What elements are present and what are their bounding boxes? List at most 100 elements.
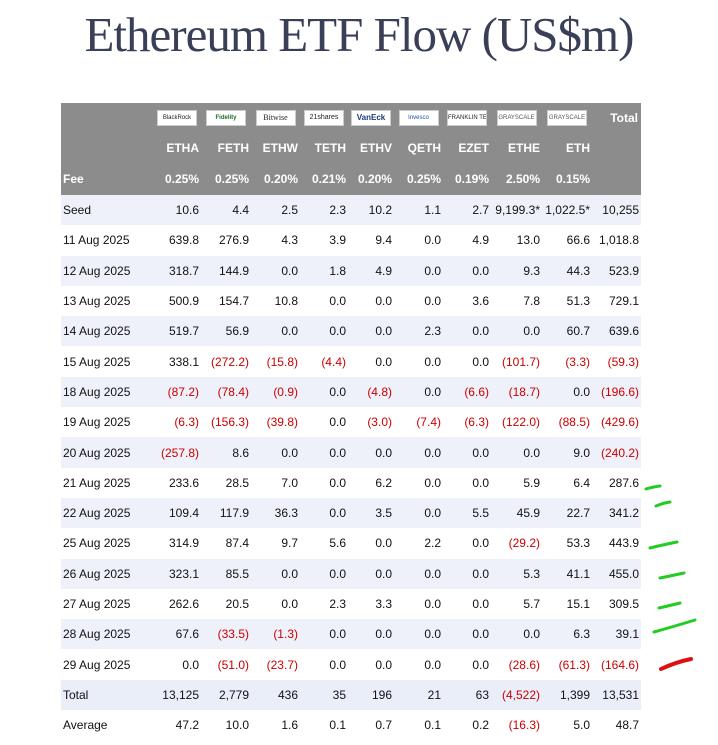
flow-cell: (15.8) — [266, 354, 298, 369]
table-row: Seed 10.6 4.4 2.5 2.3 10.2 1.1 2.7 9,199.3* 1,022… — [61, 195, 641, 226]
header-total: Total — [592, 103, 641, 133]
flow-cell: 0.0 — [251, 558, 300, 589]
flow-cell: 0.1 — [329, 718, 346, 733]
issuer-logo-row: BlackRock Fidelity Bitwise 21shares VanEck In… — [61, 103, 641, 133]
flow-cell: 0.0 — [375, 354, 392, 369]
flow-cell: 10.8 — [274, 294, 298, 309]
flow-cell: 4.4 — [201, 195, 251, 226]
flow-cell: 519.7 — [153, 316, 201, 347]
fee-cell: 0.20% — [348, 163, 394, 195]
flow-cell: 5.0 — [573, 718, 590, 733]
flow-cell: 0.0 — [424, 233, 441, 248]
flow-cell: 35 — [300, 679, 348, 711]
flow-cell: 1,399 — [542, 679, 592, 711]
flow-cell: 0.2 — [472, 718, 489, 733]
flow-cell: 0.0 — [472, 536, 489, 551]
table-row: 21 Aug 2025 233.6 28.5 7.0 0.0 6.2 0.0 0.0 5.9 6.… — [61, 468, 641, 498]
flow-cell: 22.7 — [542, 497, 592, 529]
flow-cell: 10,255 — [592, 195, 641, 226]
flow-cell: (1.3) — [251, 619, 300, 650]
flow-cell: 6.4 — [573, 475, 590, 490]
fee-cell: 0.19% — [443, 163, 491, 195]
green-check-mark — [658, 571, 686, 580]
bitwise-logo: Bitwise — [255, 110, 296, 126]
flow-cell: 0.0 — [348, 437, 394, 468]
flow-cell: 9,199.3* — [491, 195, 542, 226]
flow-cell: (4.8) — [348, 376, 394, 408]
flow-cell: 0.0 — [472, 657, 489, 672]
flow-cell: 0.0 — [443, 619, 491, 650]
table-row: 27 Aug 2025 262.6 20.5 0.0 2.3 3.3 0.0 0.0 5.7 15… — [61, 589, 641, 619]
flow-cell: 341.2 — [592, 497, 641, 529]
flow-cell: 500.9 — [168, 294, 199, 309]
row-label: 21 Aug 2025 — [63, 475, 131, 490]
table-row: 25 Aug 2025 314.9 87.4 9.7 5.6 0.0 2.2 0.0 (29.2… — [61, 528, 641, 558]
table-row: 13 Aug 2025 500.9 154.7 10.8 0.0 0.0 0.0 3.6 7.8… — [61, 286, 641, 316]
row-label: Average — [63, 718, 108, 733]
flow-cell: 3.3 — [375, 597, 392, 611]
row-label: 29 Aug 2025 — [63, 657, 131, 672]
flow-cell: 0.0 — [300, 376, 348, 408]
flow-cell: 10.6 — [153, 195, 201, 226]
flow-cell: 0.0 — [394, 376, 443, 408]
fee-cell: 0.25% — [394, 163, 443, 195]
flow-cell: 1,018.8 — [598, 233, 639, 248]
flow-cell: 117.9 — [201, 497, 251, 529]
flow-cell: (3.3) — [565, 354, 590, 369]
flow-cell: 0.0 — [300, 619, 348, 650]
flow-cell: (429.6) — [600, 415, 639, 430]
flow-cell: 109.4 — [153, 497, 201, 529]
flow-cell: 455.0 — [592, 558, 641, 589]
flow-cell: 7.8 — [523, 294, 540, 309]
flow-cell: (164.6) — [600, 657, 639, 672]
flow-cell: 1.1 — [394, 195, 443, 226]
blackrock-logo: BlackRock — [157, 110, 197, 126]
grayscale-logo: GRAYSCALE — [496, 110, 537, 126]
flow-cell: 0.0 — [424, 597, 441, 611]
flow-cell: 287.6 — [608, 475, 639, 490]
flow-cell: 0.0 — [491, 619, 542, 650]
ticker-row: ETHA FETH ETHW TETH ETHV QETH EZET ETHE ETH — [61, 133, 641, 163]
row-label: 26 Aug 2025 — [61, 558, 153, 589]
flow-cell: 48.7 — [615, 718, 639, 733]
flow-cell: 0.0 — [182, 657, 199, 672]
ticker-cell: ETHE — [491, 133, 542, 163]
flow-cell: 338.1 — [168, 354, 199, 369]
flow-cell: 60.7 — [542, 316, 592, 347]
green-check-mark — [654, 500, 672, 508]
flow-cell: 0.0 — [443, 558, 491, 589]
flow-cell: 144.9 — [201, 255, 251, 286]
franklin-logo: FRANKLIN TEMPLETON — [447, 110, 487, 126]
flow-cell: 0.0 — [329, 415, 346, 430]
flow-cell: 323.1 — [153, 558, 201, 589]
flow-cell: 39.1 — [592, 619, 641, 650]
flow-cell: 67.6 — [153, 619, 201, 650]
flow-cell: 0.0 — [300, 497, 348, 529]
flow-cell: 0.0 — [300, 437, 348, 468]
flow-cell: 523.9 — [592, 255, 641, 286]
flow-cell: (59.3) — [607, 354, 639, 369]
flow-cell: (6.3) — [464, 415, 489, 430]
flow-cell: 15.1 — [566, 597, 590, 611]
flow-cell: 3.6 — [472, 294, 489, 309]
row-label: 19 Aug 2025 — [63, 415, 131, 430]
page-title: Ethereum ETF Flow (US$m) — [84, 7, 635, 62]
flow-cell: 0.0 — [491, 437, 542, 468]
flow-cell: 233.6 — [168, 475, 199, 490]
flow-cell: 10.2 — [348, 195, 394, 226]
flow-cell: 0.0 — [443, 316, 491, 347]
table-row: 15 Aug 2025 338.1 (272.2) (15.8) (4.4) 0.0 0.0… — [61, 346, 641, 376]
flow-cell: 5.5 — [443, 497, 491, 529]
flow-cell: 309.5 — [608, 597, 639, 611]
flow-cell: 20.5 — [225, 597, 249, 611]
green-check-mark — [644, 484, 662, 491]
flow-cell: 51.3 — [566, 294, 590, 309]
table-row: 28 Aug 2025 67.6 (33.5) (1.3) 0.0 0.0 0.0 0.0 0.… — [61, 619, 641, 650]
flow-cell: 436 — [251, 679, 300, 711]
flow-cell: 0.0 — [251, 437, 300, 468]
flow-cell: 4.9 — [348, 255, 394, 286]
ticker-cell: EZET — [443, 133, 491, 163]
fee-cell: 0.21% — [300, 163, 348, 195]
flow-cell: 56.9 — [201, 316, 251, 347]
flow-cell: 9.3 — [491, 255, 542, 286]
